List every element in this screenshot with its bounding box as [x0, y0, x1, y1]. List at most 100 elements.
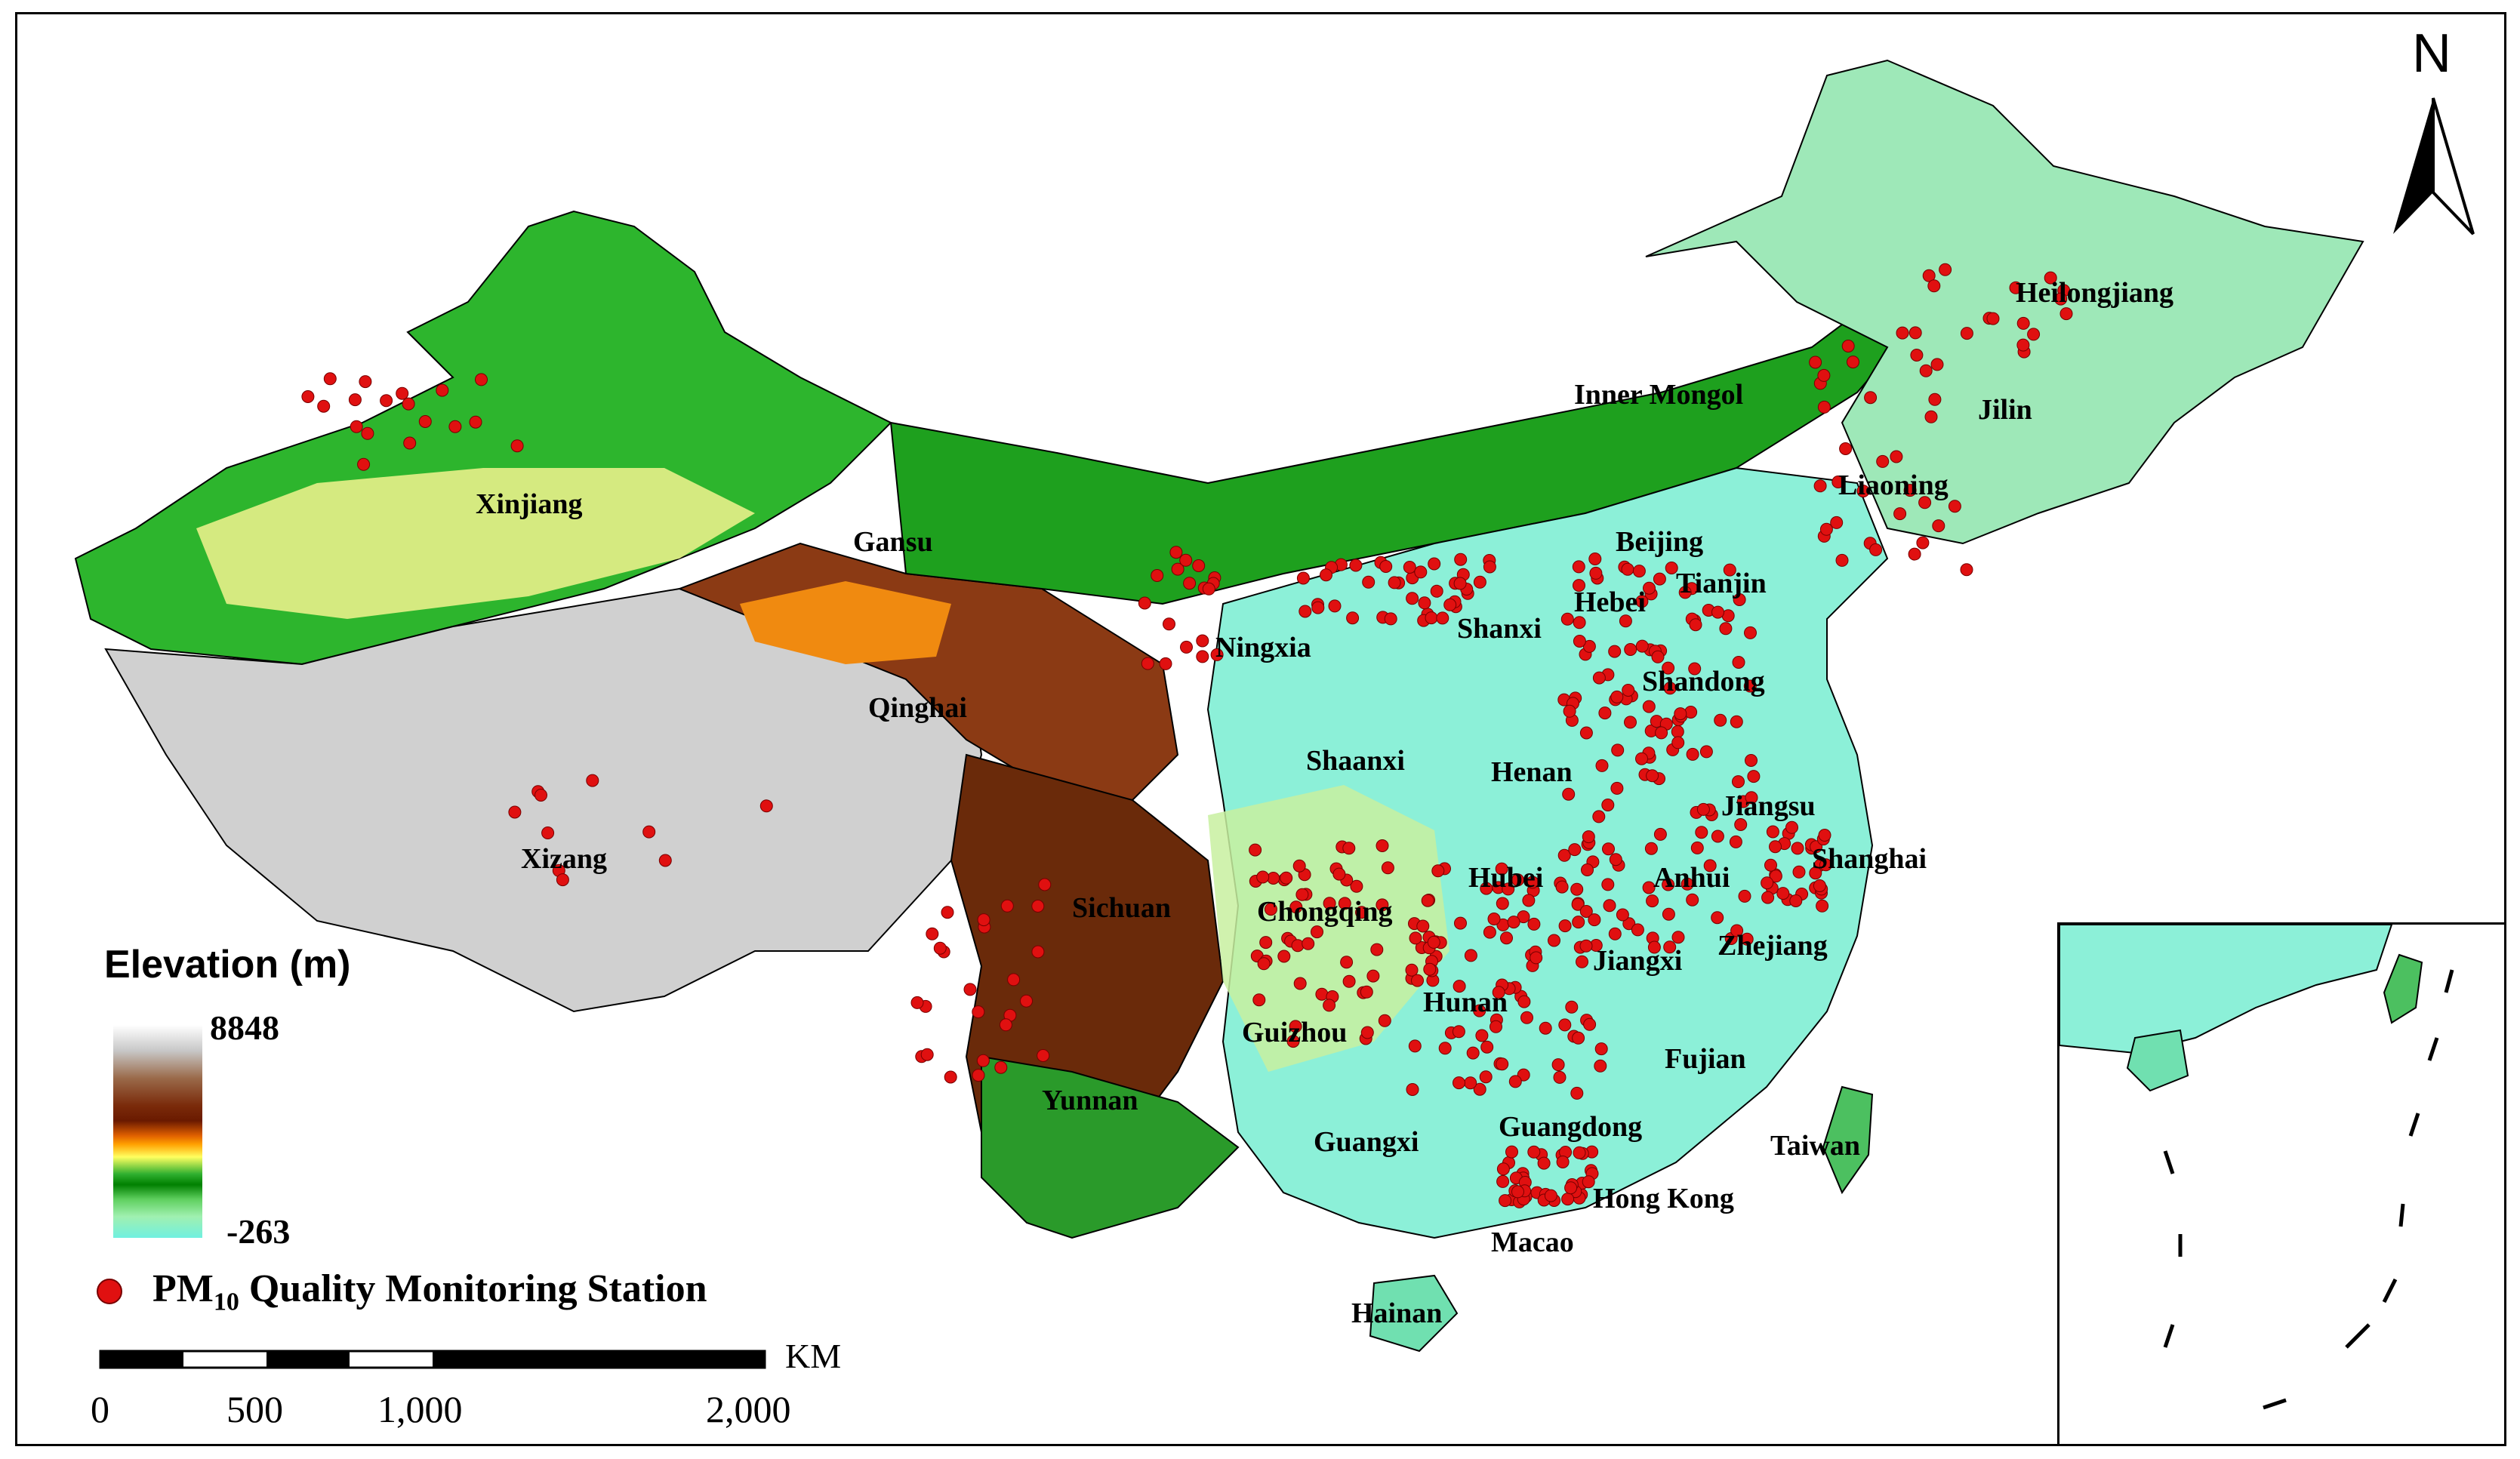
station-point	[1202, 582, 1215, 596]
station-point	[317, 399, 331, 413]
station-point	[1378, 1014, 1391, 1027]
station-point	[976, 1054, 990, 1067]
station-point	[1508, 1075, 1522, 1088]
province-label-jilin: Jilin	[1978, 394, 2032, 426]
station-point	[1948, 500, 1961, 513]
station-point	[1769, 840, 1782, 854]
station-point	[1939, 263, 1952, 276]
station-point	[1000, 899, 1014, 913]
station-point	[1553, 1070, 1567, 1084]
station-point	[1480, 1040, 1494, 1054]
station-point	[1592, 810, 1606, 823]
station-point	[1311, 601, 1325, 614]
station-point	[1296, 571, 1310, 585]
station-point	[1338, 897, 1351, 910]
station-point	[1411, 974, 1424, 987]
station-point	[1864, 391, 1878, 405]
station-point	[1558, 919, 1572, 933]
station-point	[1464, 1076, 1477, 1090]
station-point	[1360, 985, 1373, 999]
station-point	[1409, 931, 1422, 945]
station-point	[1418, 596, 1431, 610]
station-point	[380, 394, 393, 408]
station-point	[1295, 888, 1309, 901]
station-point	[508, 805, 522, 819]
station-point	[1608, 927, 1622, 940]
station-point	[586, 774, 599, 787]
station-point	[1744, 626, 1757, 639]
station-point	[1438, 1042, 1452, 1055]
station-point	[1624, 643, 1637, 656]
station-point	[1653, 827, 1667, 841]
province-label-shandong: Shandong	[1642, 666, 1765, 697]
station-point	[357, 457, 371, 471]
station-point	[1355, 906, 1368, 919]
station-point	[1453, 1076, 1465, 1090]
station-point	[1896, 326, 1909, 340]
station-point	[1376, 898, 1389, 912]
station-point	[1681, 877, 1694, 891]
station-point	[759, 799, 773, 813]
station-point	[1436, 611, 1449, 625]
station-point	[1643, 581, 1656, 595]
station-point	[933, 941, 947, 955]
tarim-basin	[196, 468, 755, 619]
station-point	[1635, 595, 1649, 608]
station-point	[1323, 897, 1336, 910]
station-point	[1507, 916, 1520, 929]
station-point	[1479, 1070, 1493, 1084]
station-point	[1381, 861, 1394, 875]
station-point	[1924, 410, 1938, 423]
station-point	[1602, 842, 1615, 856]
station-point	[1563, 704, 1576, 718]
station-point	[1571, 897, 1585, 911]
station-point	[1169, 546, 1183, 559]
station-point	[1570, 1086, 1584, 1100]
province-label-taiwan: Taiwan	[1770, 1130, 1860, 1162]
station-point	[1831, 476, 1845, 488]
station-point	[1454, 553, 1468, 566]
station-point	[1480, 882, 1493, 895]
pm10-stations	[301, 263, 2073, 1208]
scale-bar	[99, 1350, 766, 1369]
station-point	[1819, 858, 1832, 872]
station-point	[1403, 561, 1416, 574]
station-point	[1370, 943, 1384, 956]
station-point	[1619, 614, 1632, 628]
station-point	[1723, 563, 1736, 577]
station-point	[1151, 569, 1164, 582]
station-point	[1792, 865, 1806, 879]
station-point	[1572, 1031, 1585, 1045]
station-point	[1031, 900, 1045, 913]
central-hills	[1208, 785, 1449, 1072]
station-point	[1416, 919, 1430, 933]
station-point	[1573, 635, 1586, 648]
station-point	[1663, 940, 1677, 954]
station-point	[1686, 747, 1699, 761]
station-point	[1582, 830, 1595, 844]
station-point	[396, 386, 409, 400]
station-point	[2044, 271, 2057, 285]
station-point	[1539, 1021, 1552, 1035]
legend-title: Elevation (m)	[104, 943, 351, 987]
station-point	[1267, 872, 1280, 885]
station-point	[1366, 969, 1380, 983]
station-point	[1492, 986, 1505, 999]
station-point	[1473, 1004, 1486, 1017]
province-label-guangxi: Guangxi	[1314, 1126, 1419, 1158]
station-point	[1830, 516, 1844, 529]
station-point	[1573, 579, 1585, 593]
station-point	[1496, 1057, 1509, 1071]
station-point	[1408, 1039, 1422, 1053]
station-point	[1789, 894, 1803, 907]
station-point	[1663, 682, 1677, 695]
station-point	[1572, 916, 1585, 929]
station-point	[1495, 862, 1508, 876]
station-point	[1714, 713, 1727, 727]
station-point	[1856, 485, 1870, 498]
station-point	[1711, 830, 1724, 843]
station-point	[1711, 605, 1724, 619]
station-point	[1662, 661, 1675, 675]
station-point	[1631, 923, 1644, 937]
